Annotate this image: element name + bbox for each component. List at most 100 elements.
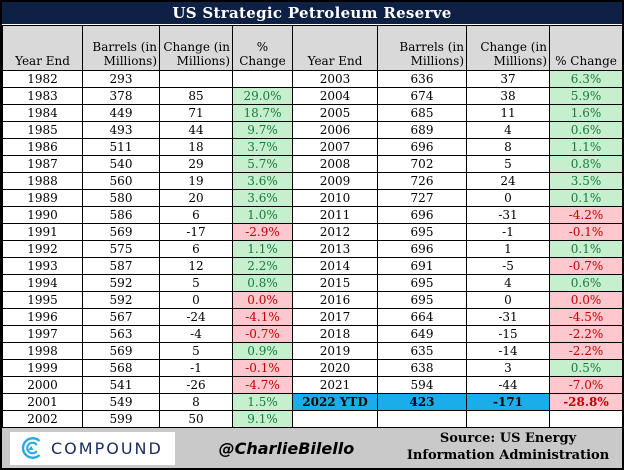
cell-year-end: 1989 [2, 189, 83, 207]
cell-change: 0 [466, 291, 550, 309]
cell-year-end: 1999 [2, 359, 83, 377]
cell-change: -31 [466, 206, 550, 224]
cell-year-end: 1996 [2, 308, 83, 326]
cell-year-end: 1986 [2, 138, 83, 156]
cell-change: 6 [159, 206, 233, 224]
table-row: 1994 592 5 0.8% 2015 695 4 0.6% [2, 274, 622, 292]
cell-barrels: 726 [377, 172, 467, 190]
cell-change: 5 [159, 342, 233, 360]
source-attribution: Source: US Energy Information Administra… [406, 431, 610, 463]
cell-pct-change: -0.1% [232, 359, 293, 377]
cell-change: 20 [159, 189, 233, 207]
cell-year-end: 1991 [2, 223, 83, 241]
cell-pct-change: 0.0% [549, 291, 622, 309]
cell-change: 38 [466, 87, 550, 105]
cell-year-end: 1985 [2, 121, 83, 139]
cell-pct-change: 3.6% [232, 172, 293, 190]
cell-pct-change: 5.9% [549, 87, 622, 105]
table-header: Year End Barrels (in Millions) Change (i… [2, 25, 622, 71]
cell-year-end: 2020 [292, 359, 378, 377]
table-row: 1995 592 0 0.0% 2016 695 0 0.0% [2, 291, 622, 309]
cell-year-end: 2003 [292, 70, 378, 88]
cell-barrels: 695 [377, 274, 467, 292]
table-row: 1997 563 -4 -0.7% 2018 649 -15 -2.2% [2, 325, 622, 343]
col-header-pct-change: % Change [232, 25, 293, 71]
cell-change: 5 [159, 274, 233, 292]
col-header-barrels: Barrels (in Millions) [377, 25, 467, 71]
cell-pct-change: 0.8% [232, 274, 293, 292]
col-header-year-end: Year End [292, 25, 378, 71]
cell-barrels: 594 [377, 376, 467, 394]
cell-barrels: 541 [82, 376, 160, 394]
cell-pct-change: -2.2% [549, 342, 622, 360]
cell-pct-change: 0.9% [232, 342, 293, 360]
cell-year-end: 2012 [292, 223, 378, 241]
compound-c-icon [21, 437, 40, 459]
cell-year-end: 1982 [2, 70, 83, 88]
cell-change: -171 [466, 393, 550, 411]
cell-barrels: 587 [82, 257, 160, 275]
cell-barrels: 599 [82, 410, 160, 428]
cell-barrels: 567 [82, 308, 160, 326]
cell-year-end: 1997 [2, 325, 83, 343]
cell-barrels: 493 [82, 121, 160, 139]
cell-year-end: 2013 [292, 240, 378, 258]
cell-change: 0 [159, 291, 233, 309]
table-row: 1985 493 44 9.7% 2006 689 4 0.6% [2, 121, 622, 139]
cell-pct-change: 2.2% [232, 257, 293, 275]
cell-barrels: 569 [82, 223, 160, 241]
cell-pct-change: -2.2% [549, 325, 622, 343]
cell-pct-change: 0.0% [232, 291, 293, 309]
cell-pct-change: 1.6% [549, 104, 622, 122]
cell-pct-change: 0.6% [549, 121, 622, 139]
cell-year-end: 1993 [2, 257, 83, 275]
table-row: 1992 575 6 1.1% 2013 696 1 0.1% [2, 240, 622, 258]
cell-year-end: 2010 [292, 189, 378, 207]
cell-year-end: 1988 [2, 172, 83, 190]
cell-year-end: 2016 [292, 291, 378, 309]
cell-change: 0 [466, 189, 550, 207]
col-header-change: Change (in Millions) [466, 25, 550, 71]
table-row: 1987 540 29 5.7% 2008 702 5 0.8% [2, 155, 622, 173]
cell-change: 18 [159, 138, 233, 156]
cell-pct-change: -0.1% [549, 223, 622, 241]
cell-change: -4 [159, 325, 233, 343]
cell-year-end: 2011 [292, 206, 378, 224]
cell-year-end: 1990 [2, 206, 83, 224]
cell-year-end: 2008 [292, 155, 378, 173]
cell-year-end: 1995 [2, 291, 83, 309]
cell-year-end: 2017 [292, 308, 378, 326]
cell-barrels: 563 [82, 325, 160, 343]
table-row: 1982 293 2003 636 37 6.3% [2, 70, 622, 88]
cell-pct-change: 3.5% [549, 172, 622, 190]
cell-change: 5 [466, 155, 550, 173]
cell-year-end: 2001 [2, 393, 83, 411]
cell-pct-change: 29.0% [232, 87, 293, 105]
cell-barrels: 540 [82, 155, 160, 173]
cell-barrels: 664 [377, 308, 467, 326]
cell-change: 50 [159, 410, 233, 428]
cell-change: -1 [159, 359, 233, 377]
cell-barrels: 636 [377, 70, 467, 88]
cell-pct-change [549, 410, 622, 428]
cell-change: 29 [159, 155, 233, 173]
cell-pct-change: 0.6% [549, 274, 622, 292]
cell-barrels: 560 [82, 172, 160, 190]
cell-year-end: 2021 [292, 376, 378, 394]
cell-barrels: 586 [82, 206, 160, 224]
cell-year-end: 1992 [2, 240, 83, 258]
author-handle: @CharlieBilello [218, 438, 355, 458]
cell-pct-change: 6.3% [549, 70, 622, 88]
cell-change: 37 [466, 70, 550, 88]
footer: COMPOUND @CharlieBilello Source: US Ener… [2, 428, 622, 468]
cell-change: -14 [466, 342, 550, 360]
table-row: 1993 587 12 2.2% 2014 691 -5 -0.7% [2, 257, 622, 275]
cell-barrels: 695 [377, 223, 467, 241]
table-row: 2002 599 50 9.1% [2, 410, 622, 428]
cell-change: 4 [466, 121, 550, 139]
table-row: 1989 580 20 3.6% 2010 727 0 0.1% [2, 189, 622, 207]
table-row: 1990 586 6 1.0% 2011 696 -31 -4.2% [2, 206, 622, 224]
cell-barrels: 689 [377, 121, 467, 139]
cell-change: 3 [466, 359, 550, 377]
cell-year-end: 2000 [2, 376, 83, 394]
